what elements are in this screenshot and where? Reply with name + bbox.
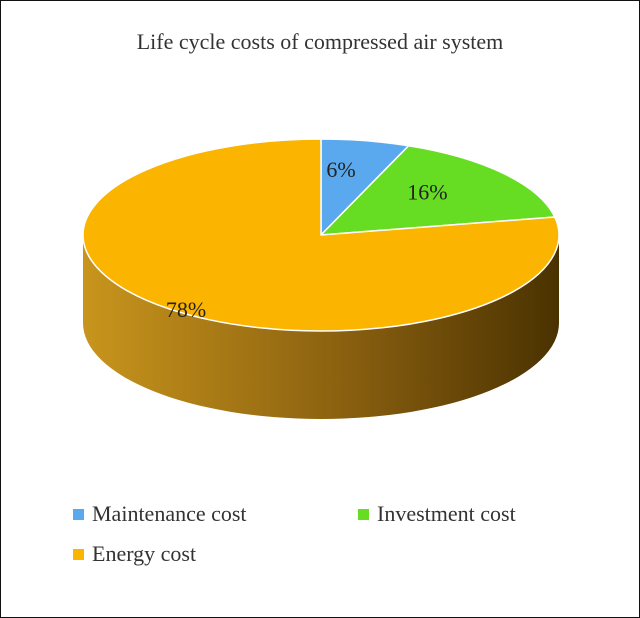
legend-swatch-maintenance xyxy=(73,508,84,520)
legend-label-investment: Investment cost xyxy=(377,501,516,526)
legend-item-energy: Energy cost xyxy=(73,541,196,567)
slice-label-energy: 78% xyxy=(166,297,206,322)
legend-label-maintenance: Maintenance cost xyxy=(92,501,247,526)
pie-slice-energy xyxy=(82,138,560,332)
slice-label-investment: 16% xyxy=(407,180,447,205)
pie-side-wall xyxy=(83,235,559,419)
legend-label-energy: Energy cost xyxy=(92,541,197,566)
pie-slice-investment xyxy=(319,144,556,236)
chart-title: Life cycle costs of compressed air syste… xyxy=(136,29,504,54)
slice-label-maintenance: 6% xyxy=(326,157,355,182)
legend-swatch-energy xyxy=(73,548,84,560)
legend-item-investment: Investment cost xyxy=(358,501,516,527)
legend-swatch-investment xyxy=(358,508,369,520)
legend-item-maintenance: Maintenance cost xyxy=(73,501,247,527)
